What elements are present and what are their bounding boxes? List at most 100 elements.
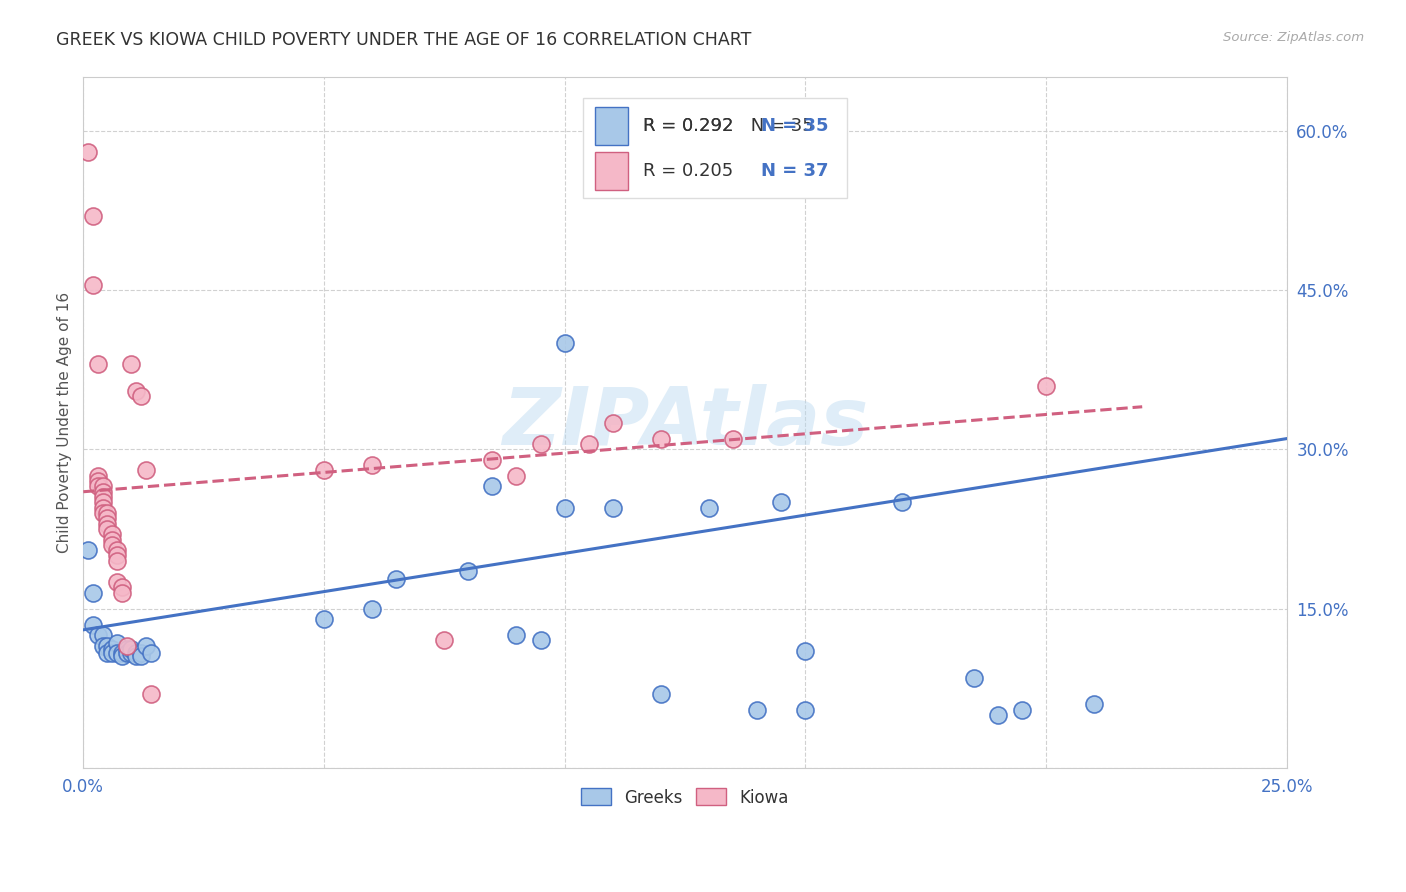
Point	[115, 646, 138, 660]
Point	[770, 495, 793, 509]
Point	[602, 500, 624, 515]
Point	[963, 671, 986, 685]
Point	[457, 565, 479, 579]
Point	[312, 463, 335, 477]
Y-axis label: Child Poverty Under the Age of 16: Child Poverty Under the Age of 16	[58, 293, 72, 553]
FancyBboxPatch shape	[595, 107, 628, 145]
Point	[115, 639, 138, 653]
Point	[361, 458, 384, 473]
Point	[101, 646, 124, 660]
Point	[505, 468, 527, 483]
Point	[82, 617, 104, 632]
Point	[96, 506, 118, 520]
Point	[105, 549, 128, 563]
Point	[105, 554, 128, 568]
Point	[139, 646, 162, 660]
Point	[87, 479, 110, 493]
Point	[96, 516, 118, 531]
Point	[529, 437, 551, 451]
Point	[82, 209, 104, 223]
Point	[361, 601, 384, 615]
Point	[82, 585, 104, 599]
Point	[105, 575, 128, 590]
Point	[120, 642, 142, 657]
Point	[105, 635, 128, 649]
Point	[111, 649, 134, 664]
Point	[650, 687, 672, 701]
Point	[101, 538, 124, 552]
Point	[987, 707, 1010, 722]
Point	[77, 543, 100, 558]
Text: GREEK VS KIOWA CHILD POVERTY UNDER THE AGE OF 16 CORRELATION CHART: GREEK VS KIOWA CHILD POVERTY UNDER THE A…	[56, 31, 752, 49]
Point	[101, 533, 124, 547]
Point	[96, 639, 118, 653]
Point	[91, 628, 114, 642]
Point	[135, 639, 157, 653]
Text: R = 0.205: R = 0.205	[643, 161, 751, 179]
Point	[101, 527, 124, 541]
Point	[794, 702, 817, 716]
Point	[111, 585, 134, 599]
Point	[385, 572, 408, 586]
Point	[481, 479, 503, 493]
Point	[433, 633, 456, 648]
Point	[312, 612, 335, 626]
Point	[135, 463, 157, 477]
Point	[91, 479, 114, 493]
Point	[554, 500, 576, 515]
Point	[120, 646, 142, 660]
Point	[125, 646, 148, 660]
FancyBboxPatch shape	[582, 98, 848, 198]
Point	[125, 384, 148, 398]
Point	[129, 389, 152, 403]
Point	[87, 474, 110, 488]
Text: ZIPAtlas: ZIPAtlas	[502, 384, 868, 462]
Point	[890, 495, 912, 509]
Point	[105, 543, 128, 558]
Text: N = 35: N = 35	[761, 117, 828, 135]
Point	[139, 687, 162, 701]
Point	[87, 628, 110, 642]
Point	[91, 639, 114, 653]
Point	[529, 633, 551, 648]
Point	[111, 580, 134, 594]
Point	[578, 437, 600, 451]
Point	[91, 500, 114, 515]
Point	[554, 336, 576, 351]
Point	[87, 357, 110, 371]
Point	[697, 500, 720, 515]
Point	[115, 642, 138, 657]
Point	[96, 511, 118, 525]
Text: R = 0.292: R = 0.292	[643, 117, 751, 135]
Point	[87, 468, 110, 483]
Point	[129, 646, 152, 660]
Point	[794, 644, 817, 658]
Point	[120, 357, 142, 371]
FancyBboxPatch shape	[595, 152, 628, 190]
Text: Source: ZipAtlas.com: Source: ZipAtlas.com	[1223, 31, 1364, 45]
Point	[105, 646, 128, 660]
Legend: Greeks, Kiowa: Greeks, Kiowa	[572, 780, 797, 815]
Point	[96, 522, 118, 536]
Text: N = 37: N = 37	[761, 161, 828, 179]
Point	[1011, 702, 1033, 716]
Point	[77, 145, 100, 159]
Point	[650, 432, 672, 446]
Point	[125, 649, 148, 664]
Point	[505, 628, 527, 642]
Point	[1083, 697, 1105, 711]
Point	[91, 506, 114, 520]
Point	[1035, 378, 1057, 392]
Point	[96, 646, 118, 660]
Point	[91, 495, 114, 509]
Text: R = 0.292   N = 35: R = 0.292 N = 35	[643, 117, 814, 135]
Point	[91, 484, 114, 499]
Point	[82, 277, 104, 292]
Point	[721, 432, 744, 446]
Point	[111, 646, 134, 660]
Point	[101, 642, 124, 657]
Point	[481, 453, 503, 467]
Point	[747, 702, 769, 716]
Point	[602, 416, 624, 430]
Point	[91, 490, 114, 504]
